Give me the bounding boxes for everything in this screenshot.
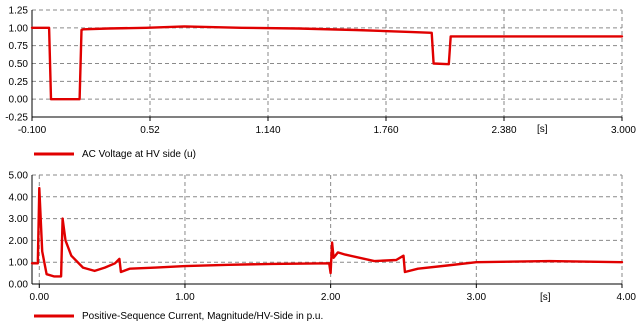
current-y-tick-label: 2.00 xyxy=(9,236,29,247)
voltage-y-tick-label: 0.50 xyxy=(9,59,29,70)
voltage-series-line xyxy=(30,25,624,101)
voltage-legend: AC Voltage at HV side (u) xyxy=(34,149,196,160)
current-x-tick-label: 4.00 xyxy=(617,292,637,303)
voltage-x-tick-label: 2.380 xyxy=(491,125,516,136)
voltage-y-tick-label: 0.25 xyxy=(9,77,29,88)
voltage-y-tick-label: -0.25 xyxy=(5,113,28,124)
voltage-chart: 1.25 1.00 0.75 0.50 0.25 0.00 -0.25 -0.100 0.52… xyxy=(5,6,636,161)
voltage-x-tick-label: 1.760 xyxy=(373,125,398,136)
current-y-tick-label: 5.00 xyxy=(9,171,29,182)
voltage-x-unit-label: [s] xyxy=(537,124,548,135)
current-x-ticks: 0.00 1.00 2.00 3.00 4.00 xyxy=(30,292,637,303)
current-x-unit-label: [s] xyxy=(540,292,551,303)
voltage-y-tick-label: 0.75 xyxy=(9,41,29,52)
current-y-tick-label: 1.00 xyxy=(9,258,29,269)
current-x-tick-label: 1.00 xyxy=(175,292,195,303)
voltage-x-tick-label: -0.100 xyxy=(18,125,47,136)
current-x-tick-label: 0.00 xyxy=(30,292,50,303)
current-series-line xyxy=(30,186,624,278)
current-x-tick-label: 3.00 xyxy=(467,292,487,303)
voltage-gridlines xyxy=(31,9,623,121)
voltage-y-tick-label: 1.25 xyxy=(9,6,29,17)
voltage-legend-label: AC Voltage at HV side (u) xyxy=(82,149,196,160)
current-y-ticks: 5.00 4.00 3.00 2.00 1.00 0.00 xyxy=(9,171,29,291)
voltage-x-tick-label: 1.140 xyxy=(255,125,280,136)
current-x-tick-label: 2.00 xyxy=(321,292,341,303)
voltage-y-tick-label: 1.00 xyxy=(9,23,29,34)
current-legend: Positive-Sequence Current, Magnitude/HV-… xyxy=(34,311,323,322)
voltage-series xyxy=(30,25,624,101)
current-series xyxy=(30,186,624,278)
current-y-tick-label: 0.00 xyxy=(9,280,29,291)
voltage-x-ticks: -0.100 0.52 1.140 1.760 2.380 3.000 xyxy=(18,125,637,136)
current-y-tick-label: 3.00 xyxy=(9,214,29,225)
voltage-x-tick-label: 0.52 xyxy=(140,125,160,136)
voltage-x-tick-label: 3.000 xyxy=(611,125,636,136)
current-y-tick-label: 4.00 xyxy=(9,192,29,203)
voltage-y-ticks: 1.25 1.00 0.75 0.50 0.25 0.00 -0.25 xyxy=(5,6,28,124)
voltage-y-tick-label: 0.00 xyxy=(9,95,29,106)
current-legend-label: Positive-Sequence Current, Magnitude/HV-… xyxy=(82,311,323,322)
current-chart: 5.00 4.00 3.00 2.00 1.00 0.00 0.00 1.00 2.00 3.0… xyxy=(9,171,637,323)
